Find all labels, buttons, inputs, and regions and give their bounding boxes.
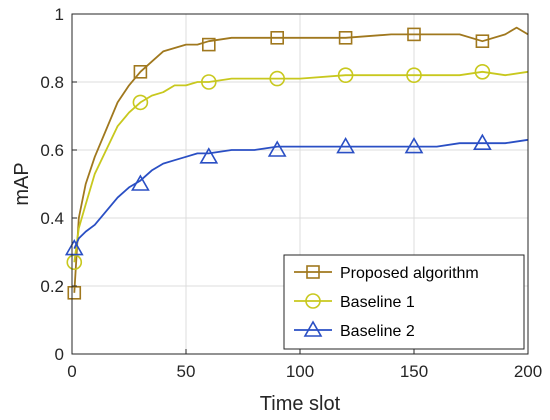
axis-ticks: 0 50 100 150 200 0 0.2 0.4 0.6 0.8 1 <box>40 5 542 381</box>
data-point-marker <box>269 70 286 87</box>
data-point-marker <box>473 133 492 150</box>
data-point-marker <box>475 34 490 49</box>
data-point-marker <box>336 136 355 154</box>
data-point-marker <box>267 140 287 157</box>
series-layer <box>64 26 529 300</box>
legend-label: Proposed algorithm <box>340 265 479 282</box>
data-point-marker <box>131 174 150 191</box>
series-2 <box>66 64 529 271</box>
y-axis-label: mAP <box>11 162 33 205</box>
data-point-marker <box>202 37 216 52</box>
data-point-marker <box>201 74 217 90</box>
data-point-marker <box>133 65 148 79</box>
legend-box <box>283 254 525 350</box>
legend-item: Baseline 2 <box>294 320 415 340</box>
x-tick-label: 0 <box>67 362 76 381</box>
legend-item: Proposed algorithm <box>294 265 479 282</box>
data-point-marker <box>337 67 354 83</box>
data-point-marker <box>64 238 84 256</box>
legend: Proposed algorithm Baseline 1 Baseline 2 <box>283 254 525 350</box>
data-point-marker <box>132 94 149 111</box>
x-tick-label: 100 <box>286 362 314 381</box>
legend-label: Baseline 2 <box>340 323 415 340</box>
series-line <box>73 138 529 249</box>
x-tick-label: 150 <box>400 362 428 381</box>
data-point-marker <box>199 147 219 164</box>
series-1 <box>67 26 529 300</box>
x-tick-label: 50 <box>177 362 196 381</box>
y-tick-label: 1 <box>55 5 64 24</box>
data-point-marker <box>270 30 285 45</box>
data-point-marker <box>406 67 422 83</box>
series-3 <box>64 133 529 256</box>
data-point-marker <box>474 64 491 80</box>
data-point-marker <box>407 27 421 42</box>
data-point-marker <box>67 285 82 300</box>
y-tick-label: 0.2 <box>40 277 64 296</box>
legend-marker <box>305 293 321 309</box>
legend-marker <box>306 265 320 279</box>
legend-label: Baseline 1 <box>340 294 415 311</box>
x-tick-label: 200 <box>514 362 542 381</box>
data-point-marker <box>404 136 424 154</box>
legend-item: Baseline 1 <box>294 293 415 311</box>
x-axis-label: Time slot <box>260 393 341 415</box>
y-tick-label: 0.6 <box>40 141 64 160</box>
series-line <box>73 70 529 263</box>
y-tick-label: 0.4 <box>40 209 64 228</box>
y-tick-label: 0.8 <box>40 73 64 92</box>
data-point-marker <box>338 30 353 45</box>
series-line <box>73 26 529 293</box>
legend-marker <box>303 320 323 337</box>
y-tick-label: 0 <box>55 345 64 364</box>
